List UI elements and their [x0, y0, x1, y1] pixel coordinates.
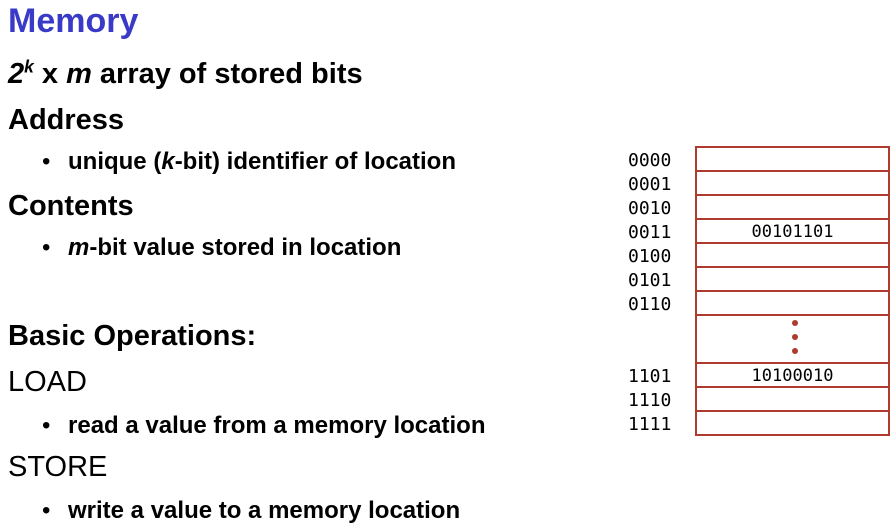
address-label: 0101 — [628, 270, 672, 291]
address-label: 0010 — [628, 198, 672, 219]
contents-bullet-post: -bit value stored in location — [89, 234, 402, 261]
address-label: 0001 — [628, 174, 672, 195]
address-label: 0011 — [628, 222, 672, 243]
load-label: LOAD — [8, 366, 87, 398]
cell-divider — [697, 290, 888, 292]
cell-divider — [697, 266, 888, 268]
memory-array: 00101101 10100010 — [695, 146, 890, 436]
array-definition-line: 2k x m array of stored bits — [8, 58, 363, 91]
address-label: 1101 — [628, 366, 672, 387]
ellipsis-dot — [792, 320, 798, 326]
basic-operations-heading: Basic Operations: — [8, 320, 257, 352]
address-label: 0000 — [628, 150, 672, 171]
cell-value-1101: 10100010 — [751, 366, 834, 386]
address-label: 0110 — [628, 294, 672, 315]
cell-divider — [697, 218, 888, 220]
address-label: 1111 — [628, 414, 672, 435]
array-exponent: k — [24, 56, 34, 77]
contents-heading: Contents — [8, 190, 134, 222]
contents-bullet-m: m — [68, 234, 90, 261]
cell-value-0011: 00101101 — [751, 222, 834, 242]
slide-title: Memory — [8, 2, 139, 40]
cell-divider — [697, 362, 888, 364]
array-m: m — [66, 58, 92, 90]
bullet-dot: • — [42, 148, 51, 175]
cell-divider — [697, 314, 888, 316]
address-label: 1110 — [628, 390, 672, 411]
address-bullet-post: -bit) identifier of location — [174, 148, 456, 175]
cell-divider — [697, 170, 888, 172]
address-heading: Address — [8, 104, 125, 136]
ellipsis-dot — [792, 348, 798, 354]
array-rest: array of stored bits — [91, 58, 363, 90]
address-label: 0100 — [628, 246, 672, 267]
cell-divider — [697, 242, 888, 244]
cell-divider — [697, 410, 888, 412]
array-times: x — [33, 58, 67, 90]
contents-bullet: • m-bit value stored in location — [42, 234, 401, 262]
store-label: STORE — [8, 451, 108, 483]
bullet-dot: • — [42, 234, 51, 261]
address-bullet: • unique (k-bit) identifier of location — [42, 148, 456, 176]
bullet-dot: • — [42, 412, 51, 439]
load-bullet: • read a value from a memory location — [42, 412, 485, 440]
ellipsis-dot — [792, 334, 798, 340]
address-bullet-pre: unique ( — [68, 148, 162, 175]
cell-divider — [697, 386, 888, 388]
bullet-dot: • — [42, 497, 51, 524]
store-bullet: • write a value to a memory location — [42, 497, 460, 525]
array-base: 2 — [8, 58, 25, 90]
address-bullet-k: k — [161, 148, 175, 175]
cell-divider — [697, 194, 888, 196]
store-bullet-text: write a value to a memory location — [68, 497, 461, 524]
load-bullet-text: read a value from a memory location — [68, 412, 486, 439]
